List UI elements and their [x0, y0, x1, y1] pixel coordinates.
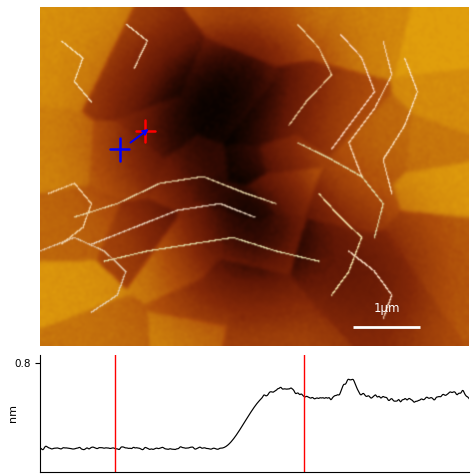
- Text: 1μm: 1μm: [374, 302, 400, 315]
- Y-axis label: nm: nm: [8, 404, 18, 422]
